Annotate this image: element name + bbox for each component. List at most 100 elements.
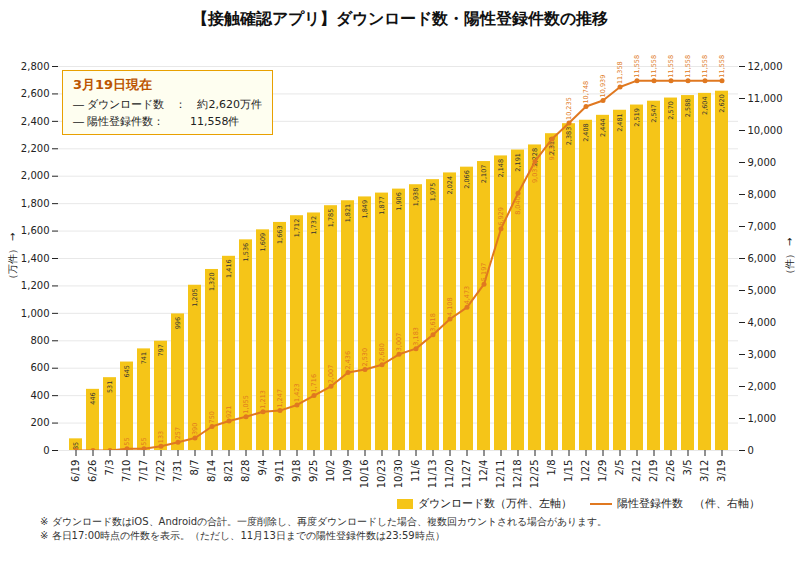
svg-text:7/3: 7/3 — [104, 460, 115, 476]
svg-text:7,000: 7,000 — [748, 221, 777, 232]
svg-text:4,000: 4,000 — [748, 317, 777, 328]
svg-text:1,000: 1,000 — [748, 413, 777, 424]
svg-text:1,938: 1,938 — [412, 188, 420, 207]
svg-text:1,200: 1,200 — [21, 280, 50, 291]
svg-text:6/19: 6/19 — [70, 460, 81, 482]
svg-text:11,558: 11,558 — [701, 55, 709, 78]
svg-text:12/18: 12/18 — [512, 460, 523, 489]
svg-text:3,183: 3,183 — [412, 327, 420, 346]
svg-text:2,191: 2,191 — [514, 153, 522, 172]
svg-text:1,213: 1,213 — [259, 390, 267, 409]
svg-text:3,007: 3,007 — [395, 333, 403, 352]
svg-text:2/5: 2/5 — [614, 460, 625, 476]
svg-text:0: 0 — [43, 445, 49, 456]
svg-text:1,849: 1,849 — [361, 200, 369, 219]
svg-text:10/9: 10/9 — [342, 460, 353, 482]
svg-text:1,716: 1,716 — [310, 374, 318, 393]
svg-text:8,040: 8,040 — [514, 196, 522, 215]
svg-text:2,400: 2,400 — [21, 116, 50, 127]
svg-text:1,732: 1,732 — [310, 216, 318, 235]
svg-text:3,618: 3,618 — [429, 313, 437, 332]
svg-text:921: 921 — [225, 406, 233, 418]
svg-text:11/20: 11/20 — [444, 460, 455, 489]
svg-text:10,000: 10,000 — [748, 125, 783, 136]
svg-text:0: 0 — [748, 445, 754, 456]
svg-text:10/16: 10/16 — [359, 460, 370, 489]
svg-text:7/10: 7/10 — [121, 460, 132, 482]
svg-text:7/17: 7/17 — [138, 460, 149, 482]
svg-text:1,785: 1,785 — [327, 209, 335, 228]
svg-text:1/29: 1/29 — [597, 460, 608, 482]
svg-text:1,609: 1,609 — [259, 233, 267, 252]
svg-text:10/2: 10/2 — [325, 460, 336, 482]
svg-text:12/25: 12/25 — [529, 460, 540, 489]
svg-text:6,000: 6,000 — [748, 253, 777, 264]
svg-text:11,558: 11,558 — [650, 55, 658, 78]
svg-text:1,975: 1,975 — [429, 183, 437, 202]
svg-text:5,197: 5,197 — [480, 263, 488, 282]
svg-text:600: 600 — [30, 362, 49, 373]
svg-text:9/4: 9/4 — [257, 460, 268, 476]
svg-text:1,821: 1,821 — [344, 204, 352, 223]
svg-text:1,800: 1,800 — [21, 198, 50, 209]
svg-text:2,481: 2,481 — [616, 113, 624, 132]
svg-text:1,423: 1,423 — [293, 383, 301, 402]
svg-text:9/25: 9/25 — [308, 460, 319, 482]
svg-text:2,436: 2,436 — [344, 351, 352, 370]
svg-text:11/13: 11/13 — [427, 460, 438, 489]
svg-text:2,200: 2,200 — [21, 143, 50, 154]
svg-text:750: 750 — [208, 411, 216, 423]
svg-text:5,000: 5,000 — [748, 285, 777, 296]
svg-text:2,007: 2,007 — [327, 365, 335, 384]
svg-text:2/12: 2/12 — [631, 460, 642, 482]
svg-text:1,877: 1,877 — [378, 196, 386, 215]
svg-text:2,066: 2,066 — [463, 170, 471, 189]
svg-text:400: 400 — [30, 390, 49, 401]
svg-text:3/5: 3/5 — [682, 460, 693, 476]
svg-text:1,400: 1,400 — [21, 253, 50, 264]
svg-text:11/27: 11/27 — [461, 460, 472, 489]
svg-text:2,107: 2,107 — [480, 165, 488, 184]
svg-text:1,247: 1,247 — [276, 389, 284, 408]
svg-text:11,558: 11,558 — [718, 55, 726, 78]
svg-text:9,033: 9,033 — [531, 164, 539, 183]
svg-text:11,558: 11,558 — [667, 55, 675, 78]
svg-text:9/11: 9/11 — [274, 460, 285, 482]
svg-text:9/18: 9/18 — [291, 460, 302, 482]
svg-text:2,600: 2,600 — [21, 88, 50, 99]
svg-text:9,000: 9,000 — [748, 157, 777, 168]
svg-text:2,547: 2,547 — [650, 104, 658, 123]
svg-text:8/28: 8/28 — [240, 460, 251, 482]
svg-text:1,600: 1,600 — [21, 225, 50, 236]
svg-text:1,536: 1,536 — [242, 243, 250, 262]
svg-text:55: 55 — [140, 437, 148, 445]
svg-text:800: 800 — [30, 335, 49, 346]
svg-text:12/4: 12/4 — [478, 460, 489, 482]
svg-text:2,800: 2,800 — [21, 61, 50, 72]
svg-text:6,929: 6,929 — [497, 207, 505, 226]
svg-text:2,519: 2,519 — [633, 108, 641, 127]
svg-text:2,148: 2,148 — [497, 159, 505, 178]
svg-text:2,604: 2,604 — [701, 96, 709, 115]
svg-text:1/15: 1/15 — [563, 460, 574, 482]
svg-text:2,024: 2,024 — [446, 176, 454, 195]
svg-text:10/30: 10/30 — [393, 460, 404, 489]
svg-text:3/12: 3/12 — [699, 460, 710, 482]
svg-text:1,663: 1,663 — [276, 225, 284, 244]
svg-text:7/31: 7/31 — [172, 460, 183, 482]
svg-text:11/6: 11/6 — [410, 460, 421, 482]
svg-text:996: 996 — [174, 317, 182, 329]
svg-text:1,055: 1,055 — [242, 395, 250, 414]
svg-text:10/23: 10/23 — [376, 460, 387, 489]
svg-text:200: 200 — [30, 417, 49, 428]
svg-text:741: 741 — [140, 352, 148, 364]
svg-text:2,000: 2,000 — [21, 170, 50, 181]
svg-text:9,736: 9,736 — [548, 142, 556, 161]
svg-text:4,473: 4,473 — [463, 286, 471, 305]
svg-text:10,235: 10,235 — [565, 97, 573, 120]
svg-text:3/19: 3/19 — [716, 460, 727, 482]
svg-text:531: 531 — [106, 381, 114, 393]
svg-text:6/26: 6/26 — [87, 460, 98, 482]
svg-text:1/8: 1/8 — [546, 460, 557, 476]
svg-text:2,680: 2,680 — [378, 343, 386, 362]
